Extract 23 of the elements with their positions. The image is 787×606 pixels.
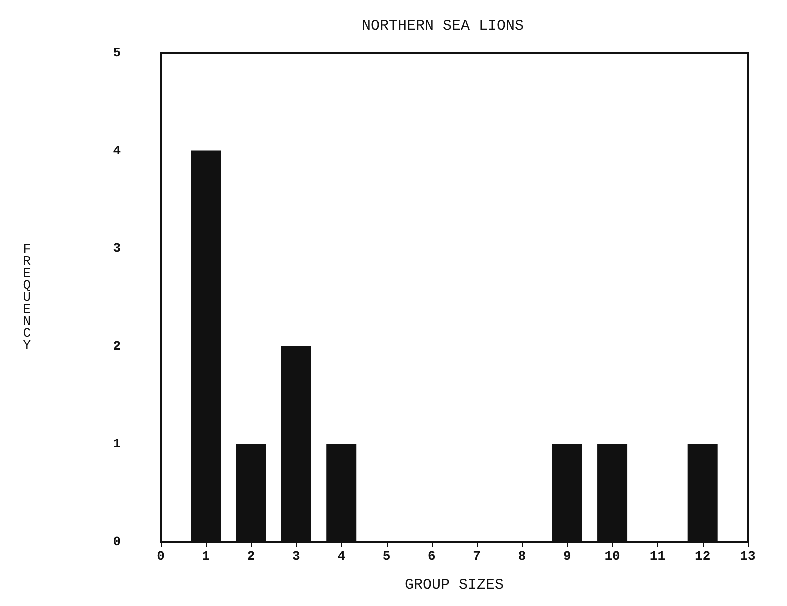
x-tick-label: 13 — [740, 549, 756, 564]
x-tick-label: 12 — [695, 549, 711, 564]
x-tick-label: 7 — [473, 549, 481, 564]
x-tick-label: 0 — [157, 549, 166, 564]
x-tick-label: 11 — [650, 549, 666, 564]
y-tick-label: 2 — [113, 338, 122, 354]
x-axis-title: GROUP SIZES — [404, 577, 504, 594]
y-tick-label: 0 — [113, 534, 122, 550]
y-tick-label: 1 — [113, 436, 122, 452]
x-tick-label: 4 — [338, 549, 346, 564]
y-tick-label: 4 — [113, 143, 122, 158]
x-tick-label: 8 — [518, 549, 526, 564]
x-tick-label: 9 — [563, 549, 572, 564]
y-tick-label: 5 — [113, 46, 122, 60]
x-tick-label: 10 — [604, 549, 621, 564]
x-tick-label: 3 — [292, 549, 301, 564]
y-tick-label: 3 — [113, 241, 122, 256]
x-tick-label: 2 — [247, 549, 256, 564]
text: FREQUENCY — [23, 242, 31, 353]
x-tick-label: 5 — [382, 549, 391, 564]
chart-title: NORTHERN SEA LIONS — [362, 18, 524, 35]
x-tick-label: 6 — [428, 549, 436, 564]
x-tick-label: 1 — [202, 549, 210, 564]
